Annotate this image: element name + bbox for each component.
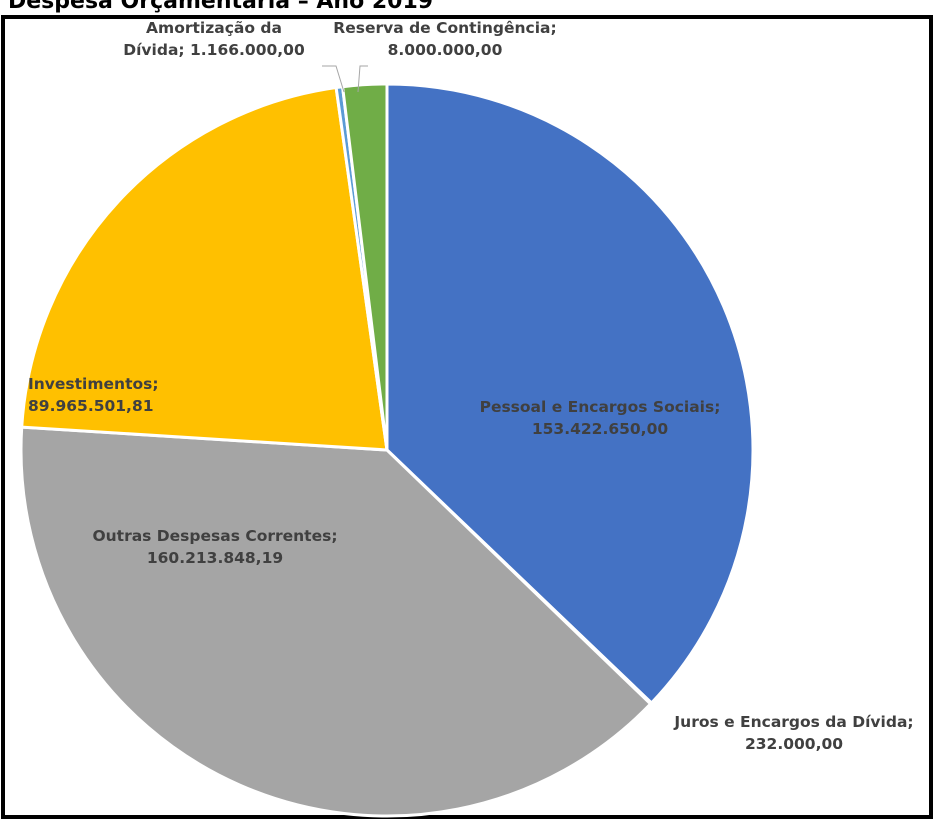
data-label-line1: Juros e Encargos da Dívida; [673,713,913,731]
leader-line-reserva-de-contingencia [357,65,368,93]
data-label-outras-despesas-correntes: Outras Despesas Correntes; 160.213.848,19 [92,527,337,567]
data-label-line1: Pessoal e Encargos Sociais; [480,398,721,416]
leader-lines [322,65,368,93]
leader-line-amortizacao-da-divida [322,65,345,93]
data-label-line1: Investimentos; [28,375,159,393]
data-label-line1: Amortização da [146,19,282,37]
data-label-investimentos: Investimentos; 89.965.501,81 [28,375,159,415]
data-label-pessoal-e-encargos-sociais: Pessoal e Encargos Sociais; 153.422.650,0… [480,398,721,438]
data-label-line1: Outras Despesas Correntes; [92,527,337,545]
data-label-line2: 153.422.650,00 [532,420,669,438]
data-label-juros-e-encargos-da-divida: Juros e Encargos da Dívida; 232.000,00 [673,713,913,753]
data-label-amortizacao-da-divida: Amortização da Dívida; 1.166.000,00 [123,19,305,59]
data-label-line2: 8.000.000,00 [388,41,503,59]
data-label-line2: 160.213.848,19 [147,549,283,567]
data-label-reserva-de-contingencia: Reserva de Contingência; 8.000.000,00 [333,19,556,59]
data-label-line1: Reserva de Contingência; [333,19,556,37]
pie-slice-pessoal-e-encargos-sociais [385,82,755,706]
pie-slice-investimentos [20,85,389,452]
data-label-line2: 89.965.501,81 [28,397,154,415]
pie-slice-outras-despesas-correntes [19,425,653,818]
chart-border [1,15,933,819]
data-label-line2: Dívida; 1.166.000,00 [123,41,305,59]
data-labels: Pessoal e Encargos Sociais; 153.422.650,0… [28,19,914,753]
pie-slices [19,82,755,818]
chart-title: Despesa Orçamentária – Ano 2019 [8,0,433,14]
data-label-line2: 232.000,00 [745,735,843,753]
